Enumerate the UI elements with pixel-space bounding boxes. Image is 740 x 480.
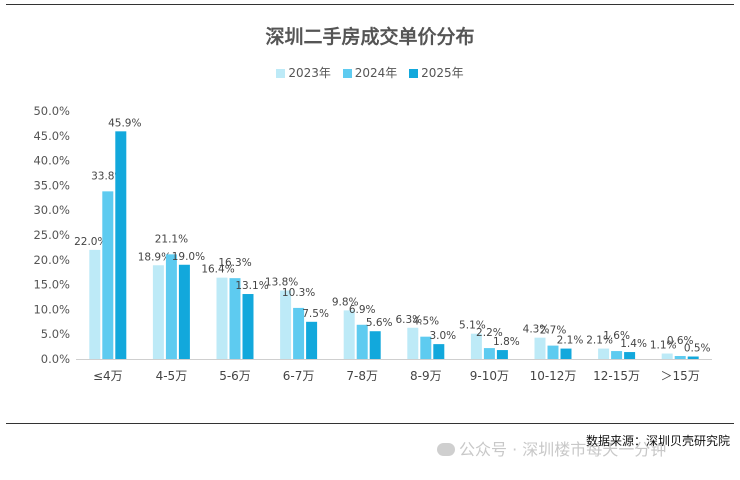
bar (470, 333, 482, 359)
bar (534, 337, 546, 359)
y-tick-label: 25.0% (33, 228, 70, 242)
data-label: 13.1% (235, 280, 268, 292)
y-tick-label: 35.0% (33, 178, 70, 192)
bar (165, 254, 177, 359)
data-source: 数据来源：深圳贝壳研究院 (585, 434, 730, 448)
x-tick-label: 7-8万 (346, 369, 378, 383)
data-label: 1.6% (603, 330, 630, 342)
bar (306, 321, 318, 359)
y-tick-label: 45.0% (33, 129, 70, 143)
data-label: 9.8% (332, 296, 359, 308)
legend-swatch-2023 (276, 69, 286, 78)
bar (115, 131, 127, 359)
data-label: 1.8% (493, 336, 520, 348)
legend-item-2024: 2024年 (342, 64, 398, 81)
bar (152, 265, 164, 359)
y-tick-label: 40.0% (33, 154, 70, 168)
data-label: 10.3% (282, 287, 315, 299)
data-label: 7.5% (302, 308, 329, 320)
legend-label-2024: 2024年 (354, 66, 398, 80)
legend-swatch-2025 (409, 69, 419, 78)
watermark-text: 公众号 · 深圳楼市每天一分钟 (459, 440, 667, 459)
bar (102, 191, 114, 359)
bar (293, 307, 305, 359)
bar (661, 353, 673, 359)
x-tick-label: ≤4万 (93, 369, 123, 383)
data-label: 1.4% (620, 338, 647, 350)
data-label: 6.3% (395, 314, 422, 326)
data-label: 18.9% (138, 251, 171, 263)
bar (598, 348, 610, 359)
bar (242, 294, 254, 359)
x-tick-label: 6-7万 (283, 369, 315, 383)
legend-item-2025: 2025年 (409, 64, 464, 81)
data-label: 4.3% (523, 324, 550, 336)
x-tick-label: 9-10万 (470, 369, 509, 383)
data-label: 0.5% (684, 343, 711, 355)
data-label: 45.9% (108, 117, 141, 129)
bar (356, 324, 368, 359)
data-label: 2.7% (540, 325, 567, 337)
y-tick-label: 10.0% (33, 302, 70, 316)
legend-label-2023: 2023年 (288, 66, 331, 80)
y-tick-label: 5.0% (41, 327, 70, 341)
bar (611, 351, 623, 359)
bar (687, 356, 699, 359)
data-label: 16.3% (218, 257, 251, 269)
data-label: 0.6% (667, 335, 694, 347)
data-label: 6.9% (349, 304, 376, 316)
wechat-icon (437, 443, 455, 456)
bar (560, 348, 572, 359)
data-label: 3.0% (429, 330, 456, 342)
chart-legend: 2023年 2024年 2025年 (0, 64, 740, 81)
bar (89, 249, 101, 359)
data-label: 21.1% (155, 233, 188, 245)
bar (674, 356, 686, 359)
bar (433, 344, 445, 359)
x-tick-label: 4-5万 (156, 369, 188, 383)
bar (496, 350, 508, 359)
data-label: 5.1% (459, 320, 486, 332)
bar (343, 310, 355, 359)
bar (280, 290, 292, 359)
y-tick-label: 50.0% (33, 104, 70, 118)
watermark: 公众号 · 深圳楼市每天一分钟 (437, 436, 666, 460)
y-tick-label: 15.0% (33, 278, 70, 292)
top-divider (6, 4, 734, 5)
legend-label-2025: 2025年 (421, 66, 464, 80)
data-label: 2.2% (476, 327, 503, 339)
data-label: 19.0% (172, 251, 205, 263)
x-tick-label: 8-9万 (410, 369, 442, 383)
y-tick-label: 0.0% (41, 352, 70, 366)
chart-title: 深圳二手房成交单价分布 (265, 26, 475, 48)
data-label: 4.5% (412, 316, 439, 328)
y-tick-label: 30.0% (33, 203, 70, 217)
bottom-divider (6, 423, 734, 424)
data-label: 2.1% (557, 335, 584, 347)
data-label: 2.1% (586, 335, 613, 347)
x-tick-label: ＞15万 (661, 369, 700, 383)
bar (624, 352, 636, 359)
data-label: 22.0% (74, 236, 107, 248)
data-label: 16.4% (201, 264, 234, 276)
bar (547, 345, 559, 359)
data-label: 5.6% (366, 317, 393, 329)
bar (420, 336, 432, 359)
bar (178, 264, 190, 359)
legend-swatch-2024 (342, 69, 352, 78)
x-tick-label: 5-6万 (219, 369, 251, 383)
bar (216, 277, 228, 359)
data-label: 1.1% (650, 340, 677, 352)
bar (407, 327, 419, 359)
bar (229, 278, 241, 359)
legend-item-2023: 2023年 (276, 64, 331, 81)
x-tick-label: 10-12万 (530, 369, 577, 383)
x-tick-label: 12-15万 (593, 369, 640, 383)
y-tick-label: 20.0% (33, 253, 70, 267)
bar (369, 331, 381, 359)
data-label: 13.8% (265, 277, 298, 289)
bar (483, 348, 495, 359)
